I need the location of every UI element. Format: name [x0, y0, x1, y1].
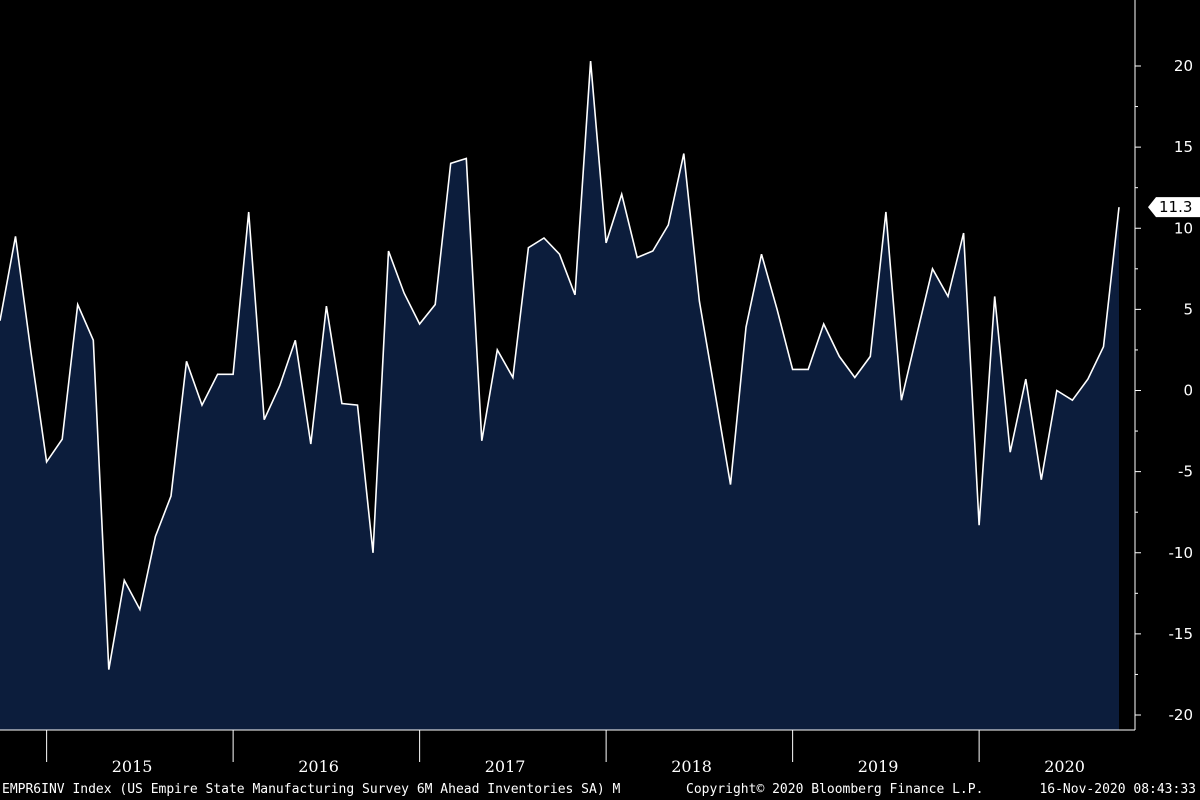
series-line: [0, 61, 1120, 670]
x-tick-label: 2015: [112, 757, 153, 776]
last-value-label: 11.3: [1159, 198, 1192, 216]
footer-timestamp: 16-Nov-2020 08:43:33: [1039, 782, 1196, 797]
x-tick-label: 2019: [858, 757, 899, 776]
y-tick-label: 15: [1174, 138, 1193, 156]
y-tick-label: -10: [1169, 544, 1194, 562]
x-axis-ticks: 2015 2016 2017 2018 2019 2020: [46, 730, 1085, 776]
y-tick-label: 5: [1183, 300, 1193, 318]
y-tick-label: -20: [1169, 706, 1194, 724]
y-tick-label: 0: [1183, 382, 1193, 400]
y-tick-label: -5: [1178, 463, 1193, 481]
x-tick-label: 2018: [671, 757, 712, 776]
y-tick-label: -15: [1169, 625, 1194, 643]
x-tick-label: 2020: [1044, 757, 1085, 776]
series-area: [0, 61, 1119, 731]
last-value-marker: 11.3: [1148, 197, 1200, 218]
footer-ticker: EMPR6INV Index (US Empire State Manufact…: [2, 782, 621, 797]
y-tick-label: 10: [1174, 219, 1193, 237]
footer-copyright: Copyright© 2020 Bloomberg Finance L.P.: [686, 782, 984, 797]
last-value-box: [1148, 197, 1200, 218]
y-axis-ticks: 20 15 10 5 0 -5 -10 -15 -20: [1135, 57, 1193, 724]
x-tick-label: 2017: [485, 757, 526, 776]
y-tick-label: 20: [1174, 57, 1193, 75]
x-tick-label: 2016: [298, 757, 339, 776]
